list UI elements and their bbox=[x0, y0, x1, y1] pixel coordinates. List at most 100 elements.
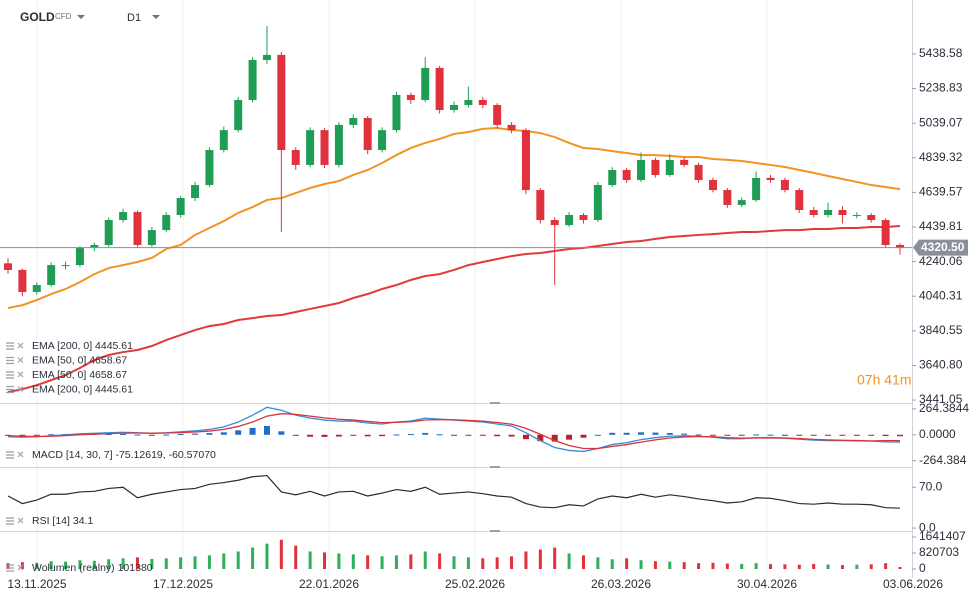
macd-histogram-bar bbox=[120, 433, 127, 435]
y-tick-label: 264.3844 bbox=[919, 401, 969, 415]
macd-histogram-bar bbox=[321, 434, 328, 437]
volume-bar bbox=[121, 558, 125, 570]
candle-body bbox=[550, 220, 559, 226]
candle-countdown: 07h 41m bbox=[857, 372, 911, 388]
volume-bar bbox=[812, 563, 816, 570]
macd-histogram-bar bbox=[638, 432, 645, 435]
volume-bar bbox=[351, 554, 355, 570]
indicator-menu-icon[interactable] bbox=[6, 356, 14, 365]
candle-body bbox=[133, 212, 142, 245]
candle-body bbox=[162, 215, 171, 231]
candle-body bbox=[493, 104, 502, 125]
macd-histogram-bar bbox=[724, 434, 731, 436]
candle-body bbox=[780, 180, 789, 191]
volume-bar bbox=[409, 554, 413, 570]
symbol-dropdown[interactable] bbox=[77, 15, 85, 19]
indicator-remove-icon[interactable] bbox=[17, 357, 24, 363]
candle-body bbox=[593, 185, 602, 221]
indicator-remove-icon[interactable] bbox=[17, 517, 24, 524]
macd-histogram-bar bbox=[5, 434, 11, 436]
volume-bar bbox=[107, 559, 111, 570]
y-tick-label: 3441.05 bbox=[919, 392, 963, 406]
macd-histogram-bar bbox=[839, 434, 846, 436]
candle-body bbox=[191, 185, 200, 199]
volume-bar bbox=[222, 553, 226, 570]
last-price-label: 4320.50 bbox=[921, 240, 965, 254]
macd-histogram-bar bbox=[235, 430, 242, 435]
symbol[interactable]: GOLD bbox=[20, 10, 55, 24]
indicator-menu-icon[interactable] bbox=[6, 371, 14, 379]
volume-bar bbox=[725, 563, 729, 570]
indicator-menu-icon[interactable] bbox=[6, 342, 14, 350]
indicator-remove-icon[interactable] bbox=[17, 386, 24, 392]
panel-separators bbox=[0, 0, 913, 578]
candle-body bbox=[507, 124, 516, 131]
volume-bar bbox=[64, 561, 68, 570]
macd-histogram-bar bbox=[249, 427, 256, 435]
y-tick-label: -264.384 bbox=[919, 453, 967, 467]
volume-bar bbox=[769, 564, 773, 570]
macd-histogram-bar bbox=[897, 434, 903, 437]
macd-histogram-bar bbox=[825, 434, 832, 436]
y-tick-label: 4839.32 bbox=[919, 150, 963, 164]
macd-histogram-bar bbox=[33, 434, 40, 436]
macd-histogram-bar bbox=[709, 434, 716, 436]
volume-bar bbox=[394, 555, 398, 570]
indicator-remove-icon[interactable] bbox=[17, 371, 24, 378]
macd-histogram-bar bbox=[451, 434, 457, 436]
volume-bar bbox=[495, 557, 499, 570]
y-tick-label: 5238.83 bbox=[919, 81, 963, 95]
candle-body bbox=[4, 263, 12, 270]
y-tick-label: 0 bbox=[919, 561, 926, 575]
indicator-menu-icon[interactable] bbox=[6, 564, 14, 572]
candle-body bbox=[824, 209, 833, 216]
macd-histogram-bar bbox=[666, 433, 673, 435]
candle-body bbox=[291, 150, 300, 165]
macd-histogram-bar bbox=[810, 434, 817, 436]
candle-body bbox=[565, 215, 574, 226]
indicator-menu-icon[interactable] bbox=[6, 517, 14, 525]
indicator-menu-icon[interactable] bbox=[6, 451, 14, 459]
candle-body bbox=[32, 285, 41, 292]
indicator-label: EMA [50, 0] 4658.67 bbox=[32, 369, 127, 381]
indicator-menu-icon[interactable] bbox=[6, 385, 14, 394]
x-tick-label: 03.06.2026 bbox=[883, 577, 943, 591]
candle-body bbox=[708, 180, 717, 191]
macd-histogram-bar bbox=[220, 432, 227, 435]
volume-bar bbox=[251, 547, 255, 570]
timeframe-dropdown[interactable] bbox=[152, 15, 160, 19]
candle-body bbox=[219, 130, 228, 151]
macd-histogram-bar bbox=[206, 433, 213, 435]
candle-body bbox=[608, 169, 617, 186]
candle-body bbox=[450, 104, 458, 111]
macd-histogram-bar bbox=[681, 433, 688, 435]
volume-bar bbox=[294, 545, 298, 570]
volume-bar bbox=[567, 553, 571, 570]
macd-histogram-bar bbox=[307, 434, 314, 437]
volume-bar bbox=[236, 551, 240, 570]
candle-body bbox=[838, 209, 847, 216]
volume-bar bbox=[898, 567, 902, 570]
candle-body bbox=[406, 94, 415, 100]
indicator-remove-icon[interactable] bbox=[17, 342, 24, 349]
volume-bar bbox=[164, 558, 168, 570]
macd-histogram-bar bbox=[177, 433, 184, 435]
y-tick-label: 0.0 bbox=[919, 520, 936, 534]
macd-histogram-bar bbox=[422, 432, 429, 435]
y-tick-label: 4439.81 bbox=[919, 219, 963, 233]
last-price-tag bbox=[913, 239, 968, 256]
macd-histogram-bar bbox=[695, 434, 702, 436]
volume-bar bbox=[481, 558, 485, 570]
timeframe[interactable]: D1 bbox=[127, 12, 141, 24]
indicator-label: EMA [50, 0] 4658.67 bbox=[32, 354, 127, 366]
rsi-line bbox=[7, 474, 901, 509]
resize-handles[interactable] bbox=[490, 402, 500, 532]
macd-histogram-bar bbox=[350, 434, 357, 436]
indicator-remove-icon[interactable] bbox=[17, 451, 24, 458]
candle-body bbox=[867, 215, 876, 221]
candle-body bbox=[234, 99, 243, 131]
volume-bar bbox=[697, 563, 701, 570]
macd-histogram-bar bbox=[278, 431, 285, 435]
indicator-remove-icon[interactable] bbox=[17, 564, 24, 571]
